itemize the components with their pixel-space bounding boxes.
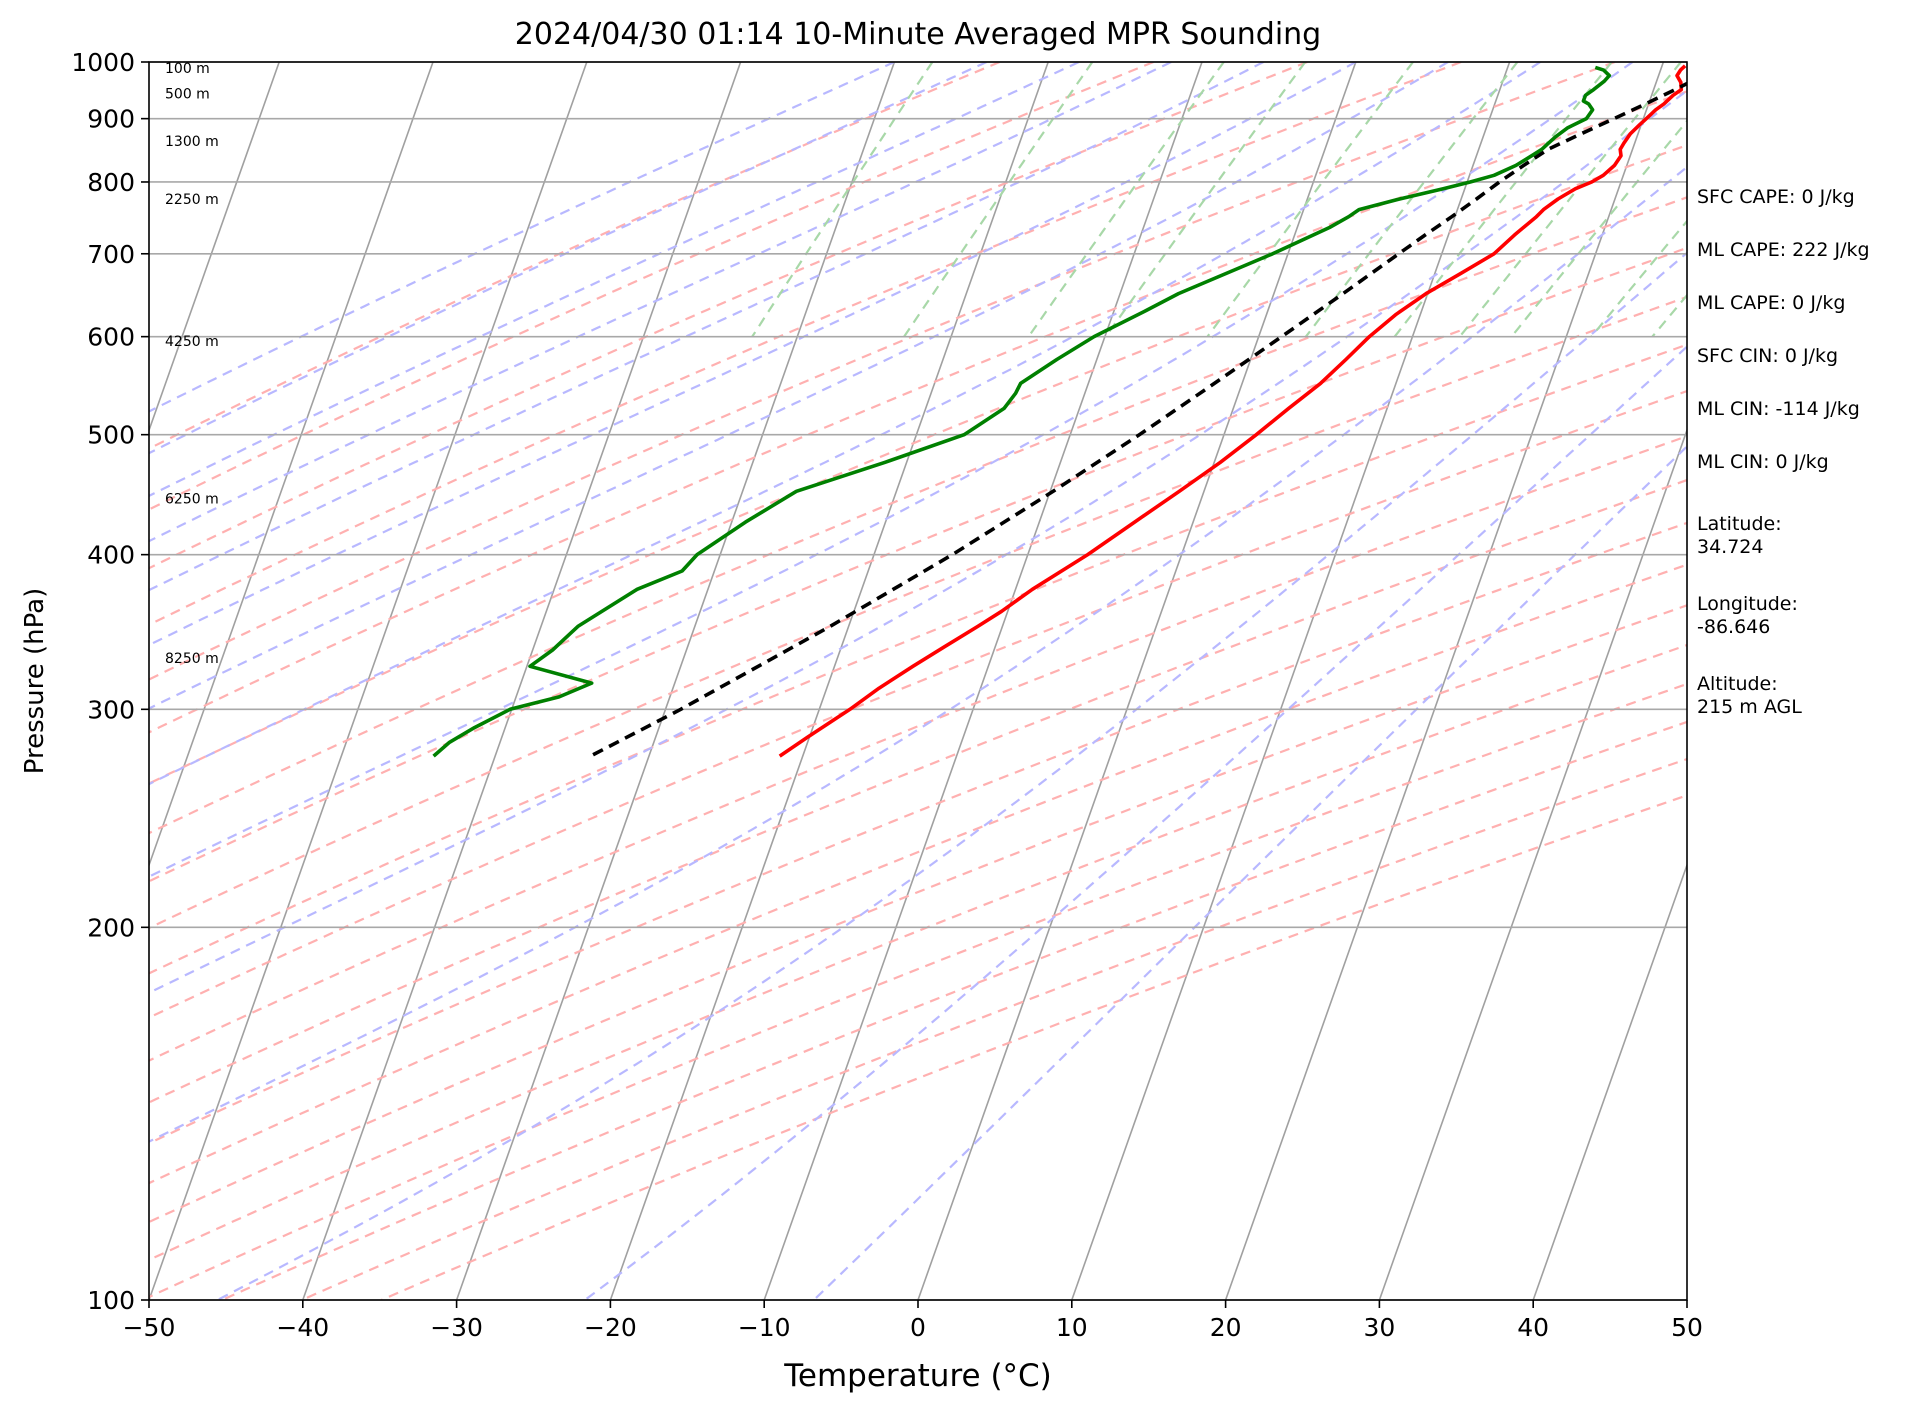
x-axis-label: Temperature (°C) (783, 1358, 1052, 1394)
x-tick-label: 0 (910, 1313, 926, 1342)
y-tick-label: 700 (87, 240, 135, 269)
height-label: 1300 m (165, 134, 219, 150)
moist-adiabat-line (149, 62, 1172, 543)
x-tick-label: 30 (1363, 1313, 1395, 1342)
y-tick-label: 300 (87, 695, 135, 724)
x-tick-label: −10 (738, 1313, 791, 1342)
height-label: 6250 m (165, 492, 219, 508)
isotherm-line (917, 62, 1357, 1300)
moist-adiabat-line (216, 251, 1687, 1300)
dry-adiabat-line (149, 478, 1687, 1104)
x-tick-label: 20 (1210, 1313, 1242, 1342)
x-tick-label: −40 (276, 1313, 329, 1342)
y-tick-label: 1000 (71, 48, 135, 77)
dry-adiabat-line (149, 62, 1154, 511)
longitude-label: Longitude: -86.646 (1697, 593, 1798, 638)
axis-ticks: −50 −40 −30 −20 −10 0 10 20 30 40 50 100 200 300 400 50… (71, 48, 1703, 1342)
isotherm-line (1071, 62, 1511, 1300)
y-tick-label: 500 (87, 421, 135, 450)
x-tick-label: 50 (1671, 1313, 1703, 1342)
height-label: 8250 m (165, 651, 219, 667)
isotherm-line (609, 62, 1049, 1300)
dry-adiabat-line (149, 196, 1687, 835)
isotherm-line (149, 62, 280, 433)
height-label: 100 m (165, 61, 210, 77)
moist-adiabat-line (813, 444, 1687, 1300)
temperature-line (778, 64, 1687, 758)
y-tick-label: 200 (87, 913, 135, 942)
dry-adiabat-line (149, 563, 1687, 1185)
background-lines (149, 62, 1687, 1300)
dewpoint-line (432, 65, 1612, 758)
sfc-cape-label: SFC CAPE: 0 J/kg (1697, 186, 1855, 208)
y-tick-label: 800 (87, 168, 135, 197)
isotherm-line (763, 62, 1203, 1300)
isotherm-line (1378, 427, 1687, 1300)
height-label: 4250 m (165, 334, 219, 350)
x-tick-label: −30 (430, 1313, 483, 1342)
y-tick-label: 900 (87, 105, 135, 134)
ml-cape-label: ML CAPE: 222 J/kg (1697, 239, 1870, 261)
dry-adiabat-line (221, 720, 1687, 1300)
profile-lines (432, 64, 1687, 758)
isotherm-line (1224, 62, 1665, 1300)
height-labels: 100 m 500 m 1300 m 2250 m 4250 m 6250 m 8250 m (165, 61, 219, 667)
dry-adiabat-line (149, 604, 1687, 1224)
isotherm-line (455, 62, 896, 1300)
moist-adiabat-line (149, 62, 1080, 498)
dry-adiabat-line (149, 62, 1308, 570)
height-label: 2250 m (165, 192, 219, 208)
ml-cin-label: ML CIN: -114 J/kg (1697, 398, 1860, 420)
ml-cape-label-2: ML CAPE: 0 J/kg (1697, 292, 1846, 314)
moist-adiabat-line (149, 62, 1634, 878)
dry-adiabat-line (149, 90, 1687, 734)
dry-adiabat-line (149, 682, 1687, 1299)
y-tick-label: 100 (87, 1286, 135, 1315)
x-tick-label: 10 (1056, 1313, 1088, 1342)
y-tick-label: 600 (87, 323, 135, 352)
altitude-label: Altitude: 215 m AGL (1697, 673, 1802, 718)
x-tick-label: −20 (584, 1313, 637, 1342)
ml-cin-label-2: ML CIN: 0 J/kg (1697, 451, 1829, 473)
isotherm-line (149, 62, 434, 868)
moist-adiabat-line (149, 62, 1449, 710)
latitude-label: Latitude: 34.724 (1697, 513, 1782, 558)
parcel-profile-line (589, 81, 1687, 758)
mixing-ratio-line (1305, 62, 1519, 338)
isotherm-line (1532, 862, 1687, 1300)
moist-adiabat-line (149, 62, 895, 413)
chart-title: 2024/04/30 01:14 10-Minute Averaged MPR … (515, 17, 1321, 52)
sfc-cin-label: SFC CIN: 0 J/kg (1697, 345, 1839, 367)
dry-adiabat-line (149, 389, 1687, 1019)
moist-adiabat-line (149, 89, 1687, 995)
moist-adiabat-line (149, 165, 1687, 1143)
x-tick-label: −50 (123, 1313, 176, 1342)
y-axis-label: Pressure (hPa) (20, 588, 50, 775)
moist-adiabat-line (584, 345, 1687, 1300)
dry-adiabat-line (149, 62, 1001, 450)
y-tick-label: 400 (87, 541, 135, 570)
moist-adiabat-line (149, 62, 988, 455)
moist-adiabat-line (149, 62, 1264, 592)
x-tick-label: 40 (1517, 1313, 1549, 1342)
height-label: 500 m (165, 87, 210, 103)
dry-adiabat-line (149, 144, 1687, 785)
dry-adiabat-line (149, 521, 1687, 1145)
dry-adiabat-line (380, 794, 1687, 1300)
mixing-ratio-line (1206, 62, 1414, 338)
